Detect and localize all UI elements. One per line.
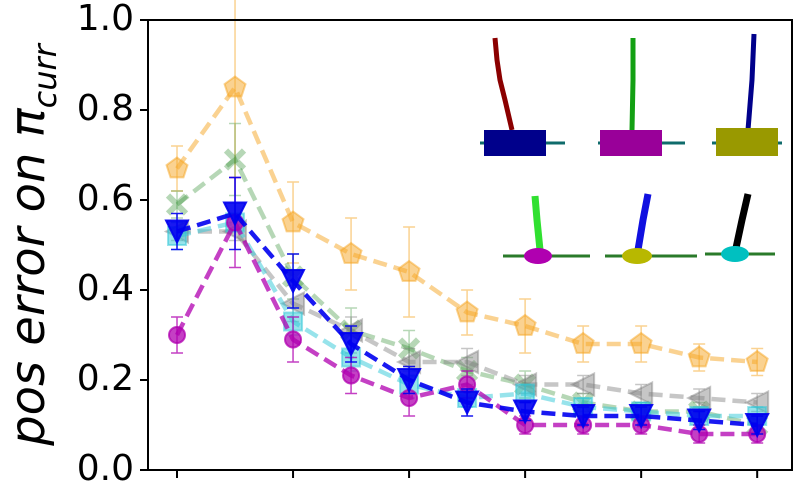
y-tick-label: 0.2: [77, 358, 134, 399]
marker: [453, 349, 480, 375]
marker: [342, 366, 361, 385]
marker: [280, 269, 306, 295]
pole: [745, 33, 757, 131]
marker: [454, 390, 480, 416]
marker: [628, 404, 654, 430]
marker: [165, 156, 189, 179]
marker: [164, 219, 190, 245]
axes-frame: [147, 19, 793, 471]
marker: [339, 241, 363, 264]
y-tick-label: 0.6: [77, 178, 134, 219]
marker: [512, 399, 538, 425]
y-tick-label: 0.4: [77, 268, 134, 309]
marker: [455, 300, 479, 323]
pole: [531, 195, 544, 251]
pole: [492, 37, 515, 131]
pole: [732, 193, 752, 249]
marker: [513, 313, 537, 336]
pole: [634, 193, 652, 251]
y-tick-label: 0.0: [77, 448, 134, 489]
marker: [629, 331, 653, 354]
inset-images: [480, 33, 782, 264]
marker: [571, 331, 595, 354]
marker: [685, 385, 712, 411]
plot-area: 0.0 0.2 0.4 0.6 0.8 1.0: [77, 0, 770, 489]
marker: [627, 380, 654, 407]
marker: [338, 332, 364, 358]
base: [524, 248, 552, 264]
cart: [484, 130, 546, 156]
series-line: [177, 229, 758, 405]
marker: [223, 75, 247, 98]
marker: [397, 259, 421, 282]
marker: [396, 368, 422, 394]
error-bar: [577, 374, 590, 395]
marker: [687, 345, 711, 368]
marker: [745, 349, 769, 372]
marker: [168, 326, 187, 344]
marker: [397, 337, 421, 360]
marker: [570, 404, 596, 430]
marker: [744, 413, 770, 439]
marker: [569, 371, 596, 398]
base: [721, 246, 749, 262]
y-axis-label-main: pos error on π: [0, 107, 56, 447]
y-axis-label: pos error on πcurr: [0, 42, 64, 446]
cart: [600, 130, 662, 156]
base: [622, 248, 652, 264]
y-tick-label: 0.8: [77, 88, 134, 129]
marker: [222, 201, 248, 227]
marker: [284, 330, 303, 349]
marker: [223, 148, 247, 171]
marker: [281, 210, 305, 233]
marker: [686, 408, 712, 434]
cart: [716, 128, 778, 156]
marker: [165, 193, 189, 216]
y-axis-label-sub: curr: [26, 42, 64, 108]
pole: [629, 38, 636, 131]
y-tick-label: 1.0: [77, 0, 134, 39]
